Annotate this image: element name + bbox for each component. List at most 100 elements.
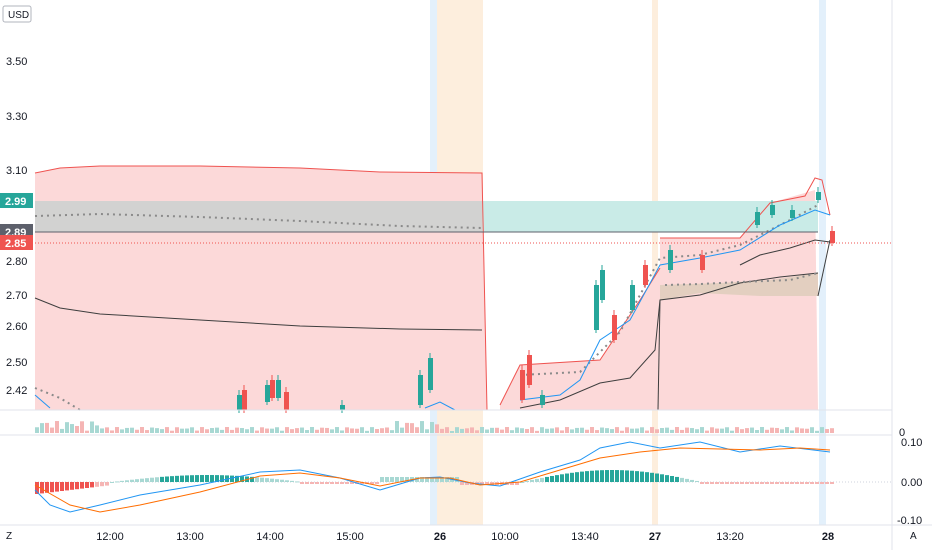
- time-axis[interactable]: 12:00 13:00 14:00 15:00 26 10:00 13:40 27 13:20 2…: [96, 531, 834, 543]
- macd-bar: [100, 482, 104, 487]
- macd-bar: [230, 475, 234, 482]
- macd-bar: [265, 478, 269, 482]
- volume-bar: [480, 427, 484, 433]
- macd-bar: [200, 475, 204, 482]
- volume-bar: [530, 427, 534, 433]
- volume-bar: [680, 429, 684, 433]
- volume-bar: [255, 430, 259, 433]
- macd-bar: [540, 477, 544, 482]
- macd-bar: [555, 475, 559, 482]
- macd-bar: [665, 475, 669, 482]
- volume-bar: [700, 427, 704, 433]
- price-tick-label: 2.60: [6, 321, 27, 333]
- volume-bar: [745, 428, 749, 433]
- volume-bar: [705, 430, 709, 433]
- dotted-midline: [34, 212, 483, 229]
- candle-body: [816, 192, 821, 200]
- zoom-control[interactable]: Z: [6, 531, 12, 542]
- volume-bar: [475, 430, 479, 433]
- macd-bar: [750, 482, 754, 484]
- volume-bar: [200, 427, 204, 433]
- candle-body: [242, 390, 247, 410]
- macd-bar: [485, 482, 489, 485]
- currency-badge[interactable]: [2, 5, 32, 23]
- macd-bar: [315, 482, 319, 484]
- macd-bar: [195, 475, 199, 482]
- macd-bar: [395, 477, 399, 482]
- macd-bar: [255, 477, 259, 482]
- candle-body: [418, 375, 423, 405]
- macd-bar: [285, 480, 289, 482]
- price-tag-label: 2.99: [5, 196, 26, 208]
- macd-bar: [465, 482, 469, 485]
- macd-bar: [45, 482, 49, 493]
- volume-bar: [545, 428, 549, 433]
- macd-bar: [620, 470, 624, 482]
- volume-bar: [215, 427, 219, 433]
- volume-bar: [555, 427, 559, 433]
- macd-bar: [605, 470, 609, 482]
- macd-bar: [565, 473, 569, 482]
- macd-bar: [630, 470, 634, 482]
- volume-bar: [140, 427, 144, 433]
- macd-bar: [695, 480, 699, 482]
- macd-bar: [430, 477, 434, 482]
- candle-body: [284, 392, 289, 410]
- macd-bar: [805, 482, 809, 484]
- volume-bar: [815, 430, 819, 433]
- macd-bar: [610, 470, 614, 482]
- session-band-blue-2: [819, 0, 826, 525]
- macd-bar: [820, 482, 824, 484]
- price-axis[interactable]: 3.50 3.30 3.10 2.80 2.70 2.60 2.50 2.42: [6, 56, 27, 397]
- volume-bar: [760, 427, 764, 433]
- auto-scale-control[interactable]: A: [910, 531, 917, 542]
- volume-bar: [95, 425, 99, 433]
- volume-bar: [620, 430, 624, 433]
- volume-bar: [105, 427, 109, 433]
- volume-bars: [35, 421, 834, 433]
- candle-body: [830, 231, 835, 243]
- volume-bar: [55, 421, 59, 433]
- candle-body: [755, 212, 760, 225]
- time-axis-label: 10:00: [491, 531, 519, 543]
- macd-axis-bottom: -0.10: [897, 515, 922, 527]
- macd-bar: [145, 478, 149, 482]
- macd-bar: [580, 471, 584, 482]
- volume-bar: [75, 425, 79, 433]
- volume-bar: [275, 427, 279, 433]
- macd-bar: [675, 476, 679, 482]
- volume-bar: [170, 430, 174, 433]
- volume-bar: [160, 429, 164, 433]
- volume-bar: [725, 427, 729, 433]
- macd-bar: [400, 477, 404, 482]
- volume-bar: [660, 428, 664, 433]
- volume-bar: [600, 427, 604, 433]
- volume-bar: [445, 427, 449, 433]
- macd-bar: [190, 475, 194, 482]
- macd-bar: [535, 478, 539, 482]
- macd-bar: [35, 482, 39, 494]
- macd-bar: [85, 482, 89, 488]
- volume-bar: [240, 428, 244, 433]
- macd-bar: [725, 482, 729, 484]
- macd-bar: [295, 481, 299, 483]
- volume-bar: [800, 428, 804, 433]
- price-tick-label: 3.50: [6, 56, 27, 68]
- macd-bar: [735, 482, 739, 484]
- macd-bar: [345, 482, 349, 484]
- volume-bar: [280, 430, 284, 433]
- volume-bar: [185, 428, 189, 433]
- macd-bar: [715, 482, 719, 484]
- volume-bar: [520, 428, 524, 433]
- macd-bar: [105, 482, 109, 486]
- volume-bar: [110, 430, 114, 433]
- volume-bar: [225, 427, 229, 433]
- volume-bar: [35, 427, 39, 433]
- macd-bar: [275, 479, 279, 482]
- macd-bar: [545, 476, 549, 482]
- baseline-line: [34, 297, 483, 331]
- macd-bar: [65, 482, 69, 491]
- macd-line: [34, 441, 831, 513]
- macd-bar: [250, 476, 254, 482]
